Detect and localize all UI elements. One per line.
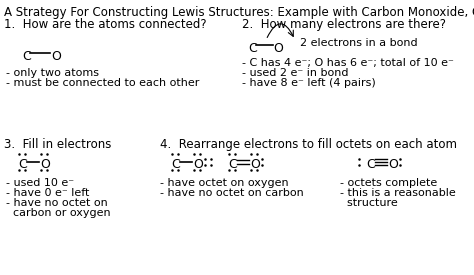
Text: - only two atoms: - only two atoms	[6, 68, 99, 78]
Text: O: O	[193, 158, 203, 171]
Text: - have 0 e⁻ left: - have 0 e⁻ left	[6, 188, 90, 198]
Text: O: O	[40, 158, 50, 171]
Text: C: C	[366, 158, 375, 171]
Text: - this is a reasonable: - this is a reasonable	[340, 188, 456, 198]
Text: A Strategy For Constructing Lewis Structures: Example with Carbon Monoxide, CO: A Strategy For Constructing Lewis Struct…	[4, 6, 474, 19]
Text: 3.  Fill in electrons: 3. Fill in electrons	[4, 138, 111, 151]
Text: - have 8 e⁻ left (4 pairs): - have 8 e⁻ left (4 pairs)	[242, 78, 376, 88]
Text: 1.  How are the atoms connected?: 1. How are the atoms connected?	[4, 18, 207, 31]
Text: O: O	[51, 50, 61, 63]
Text: - have no octet on: - have no octet on	[6, 198, 108, 208]
Text: 2 electrons in a bond: 2 electrons in a bond	[300, 38, 418, 48]
Text: C: C	[22, 50, 31, 63]
Text: O: O	[250, 158, 260, 171]
Text: - used 2 e⁻ in bond: - used 2 e⁻ in bond	[242, 68, 348, 78]
Text: - C has 4 e⁻; O has 6 e⁻; total of 10 e⁻: - C has 4 e⁻; O has 6 e⁻; total of 10 e⁻	[242, 58, 454, 68]
Text: - have no octet on carbon: - have no octet on carbon	[160, 188, 304, 198]
Text: 2.  How many electrons are there?: 2. How many electrons are there?	[242, 18, 446, 31]
Text: O: O	[388, 158, 398, 171]
Text: 4.  Rearrange electrons to fill octets on each atom: 4. Rearrange electrons to fill octets on…	[160, 138, 457, 151]
Text: - have octet on oxygen: - have octet on oxygen	[160, 178, 289, 188]
Text: C: C	[228, 158, 237, 171]
Text: O: O	[273, 42, 283, 55]
Text: - octets complete: - octets complete	[340, 178, 437, 188]
Text: structure: structure	[340, 198, 398, 208]
Text: - must be connected to each other: - must be connected to each other	[6, 78, 200, 88]
Text: carbon or oxygen: carbon or oxygen	[6, 208, 110, 218]
Text: C: C	[18, 158, 27, 171]
Text: C: C	[248, 42, 257, 55]
Text: C: C	[171, 158, 180, 171]
Text: - used 10 e⁻: - used 10 e⁻	[6, 178, 74, 188]
